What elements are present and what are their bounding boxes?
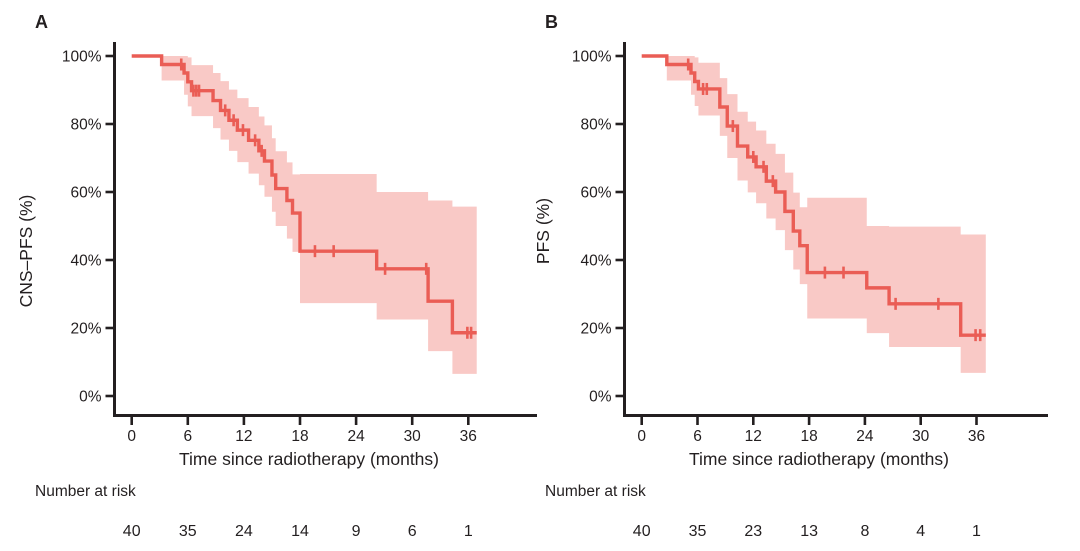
panel-a-number-at-risk-label: Number at risk	[35, 483, 136, 500]
panel-b-confidence-band	[666, 56, 986, 373]
panel-b-number-at-risk-label: Number at risk	[545, 483, 646, 500]
panel-a-y-tick-label: 40%	[70, 253, 101, 270]
panel-b-risk-count: 8	[860, 523, 869, 540]
panel-b-x-tick-label: 18	[800, 428, 817, 445]
panel-b-x-tick-label: 12	[745, 428, 762, 445]
panel-b-risk-count: 40	[633, 523, 651, 540]
panel-a-confidence-band	[161, 56, 477, 374]
panel-b-y-tick-label: 80%	[580, 117, 611, 134]
panel-a-x-tick-label: 24	[347, 428, 365, 445]
panel-b-x-axis-title: Time since radiotherapy (months)	[688, 449, 949, 469]
panel-a-x-tick-label: 36	[460, 428, 477, 445]
panel-b-y-axis-title: PFS (%)	[533, 197, 553, 265]
panel-a-y-tick-label: 80%	[70, 117, 101, 134]
panel-a-risk-count: 6	[408, 523, 417, 540]
panel-a-y-axis-title: CNS–PFS (%)	[16, 194, 36, 308]
panel-a-y-tick-label: 100%	[62, 49, 102, 66]
panel-b-x-tick-label: 36	[968, 428, 985, 445]
panel-a-x-tick-label: 18	[291, 428, 308, 445]
panel-a-survival-curve	[131, 54, 477, 335]
panel-b-y-tick-label: 40%	[580, 253, 611, 270]
panel-b-risk-count: 23	[744, 523, 762, 540]
panel-a-risk-count: 24	[235, 523, 253, 540]
panel-a-risk-count: 1	[464, 523, 473, 540]
panel-a-x-axis-title: Time since radiotherapy (months)	[178, 449, 439, 469]
panel-a-x-tick-label: 0	[127, 428, 136, 445]
panel-a-risk-count: 14	[291, 523, 309, 540]
panel-a-y-tick-label: 60%	[70, 185, 101, 202]
panel-b-survival-curve	[641, 54, 986, 337]
panel-b-letter: B	[545, 12, 558, 32]
panel-b-x-tick-label: 24	[856, 428, 874, 445]
panel-a-x-tick-label: 6	[183, 428, 192, 445]
panel-a-y-tick-label: 0%	[79, 389, 102, 406]
panel-a-risk-count: 35	[179, 523, 197, 540]
panel-b-y-tick-label: 100%	[572, 49, 612, 66]
panel-a-letter: A	[35, 12, 48, 32]
panel-b-x-tick-label: 6	[693, 428, 702, 445]
panel-b-y-tick-label: 20%	[580, 321, 611, 338]
panel-b-x-tick-label: 0	[637, 428, 646, 445]
panel-b-y-tick-label: 0%	[589, 389, 612, 406]
panel-a-y-tick-label: 20%	[70, 321, 101, 338]
panel-b-risk-count: 4	[916, 523, 925, 540]
panel-a-risk-count: 9	[352, 523, 361, 540]
panel-b-x-tick-label: 30	[912, 428, 930, 445]
panel-a-x-tick-label: 30	[404, 428, 422, 445]
panel-b-risk-count: 35	[689, 523, 707, 540]
panel-a-x-tick-label: 12	[235, 428, 252, 445]
panel-b-y-tick-label: 60%	[580, 185, 611, 202]
panel-a-risk-count: 40	[123, 523, 141, 540]
panel-b-risk-count: 13	[800, 523, 818, 540]
panel-b-risk-count: 1	[972, 523, 981, 540]
